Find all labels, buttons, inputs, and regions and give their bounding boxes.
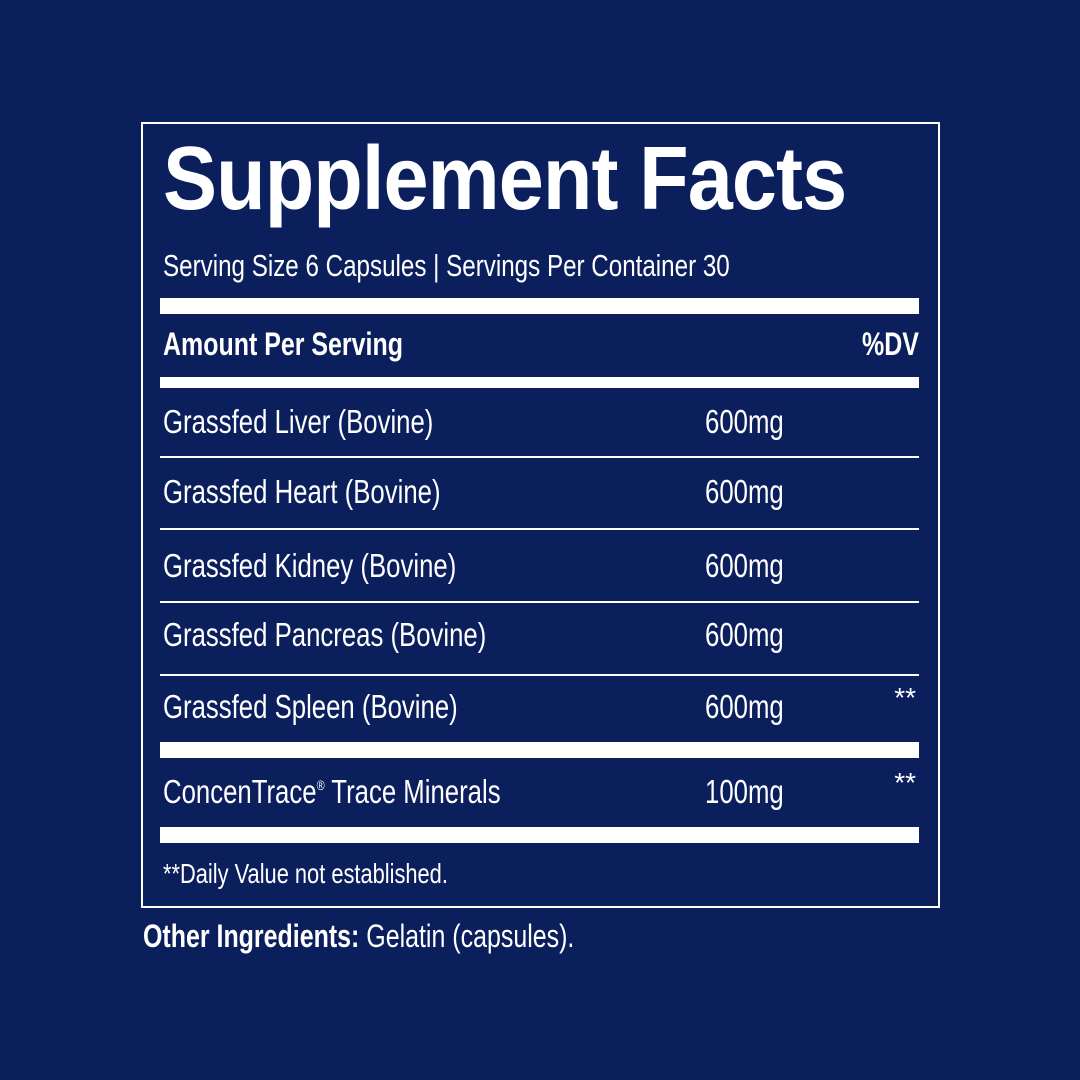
row-divider	[160, 674, 919, 676]
ingredient-amount: 600mg	[705, 547, 784, 584]
divider-thick	[160, 298, 919, 314]
row-divider	[160, 528, 919, 530]
other-ingredients-label: Other Ingredients:	[143, 918, 360, 954]
panel-title: Supplement Facts	[163, 129, 847, 229]
ingredient-amount: 600mg	[705, 473, 784, 510]
other-ingredients-value: Gelatin (capsules).	[359, 918, 575, 954]
ingredient-amount: 100mg	[705, 773, 784, 810]
divider-thick	[160, 742, 919, 758]
row-divider	[160, 601, 919, 603]
ingredient-name: Grassfed Kidney (Bovine)	[163, 547, 457, 584]
other-ingredients: Other Ingredients: Gelatin (capsules).	[143, 918, 696, 955]
ingredient-name: Grassfed Heart (Bovine)	[163, 473, 441, 510]
serving-info: Serving Size 6 Capsules | Servings Per C…	[163, 248, 730, 283]
amount-per-serving-label: Amount Per Serving	[163, 326, 403, 362]
divider-thick	[160, 827, 919, 843]
ingredient-name: Grassfed Spleen (Bovine)	[163, 688, 458, 725]
registered-mark: ®	[316, 777, 325, 793]
ingredient-amount: 600mg	[705, 403, 784, 440]
ingredient-dv: **	[894, 767, 916, 798]
ingredient-name: Grassfed Pancreas (Bovine)	[163, 616, 487, 653]
ingredient-name: Grassfed Liver (Bovine)	[163, 403, 434, 440]
supplement-facts-panel	[141, 122, 940, 908]
ingredient-name: ConcenTrace® Trace Minerals	[163, 773, 501, 810]
ingredient-dv: **	[894, 682, 916, 713]
ingredient-amount: 600mg	[705, 616, 784, 653]
ingredient-amount: 600mg	[705, 688, 784, 725]
row-divider	[160, 456, 919, 458]
footnote: **Daily Value not established.	[163, 858, 448, 889]
divider	[160, 377, 919, 388]
dv-label: %DV	[862, 326, 919, 362]
